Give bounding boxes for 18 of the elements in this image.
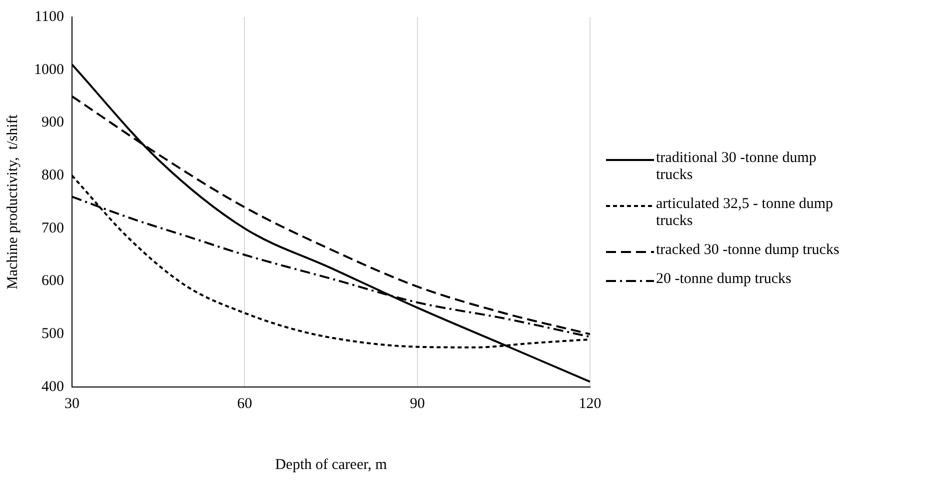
legend-label: articulated 32,5 - tonne dump trucks: [656, 196, 834, 230]
x-axis-title: Depth of career, m: [275, 456, 388, 473]
y-tick-label: 800: [42, 168, 64, 184]
y-tick-label: 600: [42, 273, 64, 290]
legend-label: traditional 30 -tonne dump trucks: [656, 150, 818, 184]
x-tick-label: 90: [410, 396, 425, 412]
y-tick-label: 900: [42, 114, 64, 131]
y-tick-label: 1100: [34, 8, 64, 25]
x-tick-label: 120: [578, 396, 602, 412]
y-axis-title: Machine productivity, t/shift: [4, 114, 21, 290]
y-tick-label: 400: [42, 378, 64, 395]
y-tick-label: 700: [42, 220, 64, 236]
x-tick-label: 30: [64, 396, 80, 412]
x-tick-label: 60: [237, 396, 252, 412]
y-tick-label: 500: [42, 326, 64, 342]
legend-label: 20 -tonne dump trucks: [656, 271, 792, 288]
legend-label: tracked 30 -tonne dump trucks: [656, 242, 840, 259]
y-tick-label: 1000: [34, 62, 64, 78]
